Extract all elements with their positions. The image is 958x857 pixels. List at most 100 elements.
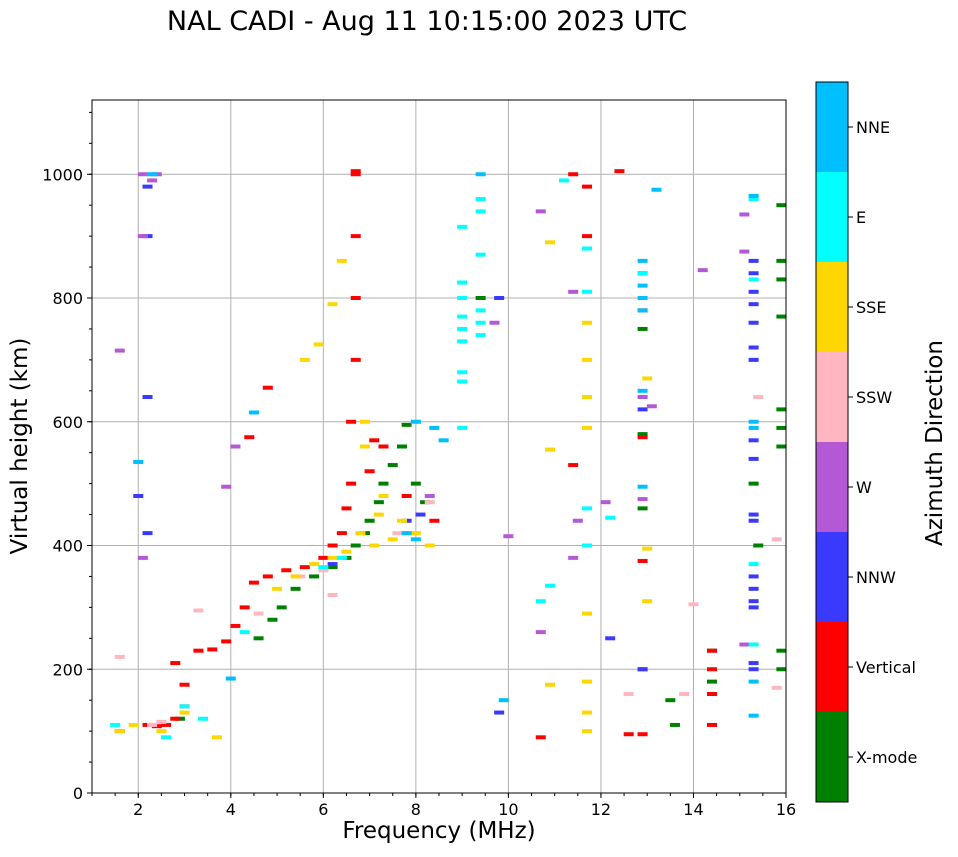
- data-point-w: [535, 630, 546, 635]
- data-point-vertical: [346, 419, 357, 424]
- data-point-e: [475, 252, 486, 257]
- data-point-x-mode: [378, 481, 389, 486]
- plot-area: [92, 100, 786, 793]
- data-point-ssw: [688, 602, 699, 607]
- data-point-ssw: [318, 568, 329, 573]
- data-point-e: [582, 289, 593, 294]
- data-point-sse: [327, 555, 338, 560]
- data-point-vertical: [568, 463, 579, 468]
- data-point-sse: [582, 679, 593, 684]
- data-point-ssw: [679, 692, 690, 696]
- data-point-x-mode: [776, 314, 787, 319]
- data-point-e: [457, 370, 468, 375]
- colorbar-tick-label: SSE: [856, 298, 886, 317]
- data-point-vertical: [350, 169, 361, 174]
- data-point-vertical: [350, 234, 361, 239]
- y-tick-label: 200: [52, 660, 83, 679]
- data-point-x-mode: [364, 518, 375, 523]
- data-point-nnw: [748, 289, 759, 294]
- data-point-ssw: [327, 593, 338, 597]
- data-point-ssw: [114, 654, 125, 659]
- data-point-x-mode: [396, 444, 407, 449]
- x-tick-label: 2: [133, 800, 143, 819]
- data-point-e: [161, 735, 172, 740]
- data-point-x-mode: [776, 258, 787, 263]
- data-point-sse: [642, 546, 653, 551]
- data-point-nnw: [142, 184, 153, 189]
- data-point-e: [457, 425, 468, 430]
- y-tick-label: 800: [52, 289, 83, 308]
- data-point-w: [739, 249, 750, 254]
- data-point-vertical: [706, 648, 717, 653]
- data-point-w: [221, 484, 232, 489]
- data-point-vertical: [221, 639, 232, 644]
- data-point-vertical: [327, 543, 338, 548]
- data-point-sse: [179, 710, 190, 715]
- data-point-sse: [582, 425, 593, 430]
- colorbar-tick-label: SSW: [856, 388, 892, 407]
- y-tick-label: 400: [52, 537, 83, 556]
- data-point-e: [239, 630, 250, 635]
- data-point-w: [637, 497, 648, 502]
- data-point-nne: [748, 425, 759, 430]
- data-point-vertical: [262, 574, 273, 579]
- data-point-ssw: [193, 608, 204, 613]
- data-point-nnw: [637, 407, 648, 412]
- data-point-vertical: [614, 169, 625, 174]
- data-point-ssw: [753, 395, 764, 399]
- data-point-vertical: [535, 735, 546, 740]
- data-point-e: [748, 277, 759, 282]
- data-point-sse: [582, 611, 593, 616]
- data-point-w: [568, 289, 579, 294]
- data-point-nne: [637, 283, 648, 288]
- data-point-vertical: [244, 435, 255, 440]
- x-tick-label: 14: [683, 800, 703, 819]
- data-point-sse: [582, 729, 593, 734]
- colorbar-segment: [816, 532, 848, 622]
- data-point-x-mode: [665, 698, 676, 703]
- data-point-x-mode: [776, 277, 787, 282]
- data-point-nne: [248, 410, 259, 415]
- data-point-vertical: [429, 518, 440, 523]
- data-point-w: [572, 518, 583, 523]
- data-point-vertical: [248, 580, 259, 585]
- data-point-e: [582, 506, 593, 511]
- data-point-nnw: [142, 531, 153, 536]
- data-point-nne: [429, 425, 440, 430]
- data-point-ssw: [623, 692, 634, 696]
- x-axis-label: Frequency (MHz): [342, 818, 536, 844]
- data-point-nne: [410, 419, 421, 424]
- colorbar-label: Azimuth Direction: [922, 340, 948, 546]
- data-point-vertical: [350, 296, 361, 300]
- data-point-nnw: [327, 562, 338, 567]
- data-point-w: [489, 320, 500, 325]
- data-point-nnw: [748, 661, 759, 666]
- data-point-sse: [373, 512, 384, 517]
- data-point-ssw: [424, 500, 435, 505]
- colorbar-segment: [816, 82, 848, 172]
- data-point-x-mode: [776, 425, 787, 430]
- data-point-sse: [211, 735, 222, 740]
- data-point-w: [424, 494, 435, 498]
- data-point-vertical: [299, 565, 310, 570]
- data-point-sse: [582, 395, 593, 399]
- data-point-x-mode: [776, 667, 787, 672]
- data-point-vertical: [262, 385, 273, 390]
- data-point-x-mode: [637, 432, 648, 437]
- data-point-vertical: [170, 661, 181, 666]
- data-point-e: [582, 246, 593, 251]
- data-point-sse: [128, 722, 139, 727]
- data-point-e: [457, 224, 468, 229]
- data-point-w: [739, 212, 750, 217]
- colorbar-segment: [816, 262, 848, 352]
- data-point-e: [582, 543, 593, 548]
- data-point-e: [336, 555, 347, 560]
- data-point-sse: [327, 302, 338, 307]
- colorbar-segment: [816, 352, 848, 442]
- data-point-vertical: [568, 172, 579, 177]
- data-point-x-mode: [776, 648, 787, 653]
- data-point-e: [748, 197, 759, 201]
- colorbar-tick-label: NNE: [856, 118, 890, 137]
- data-point-sse: [309, 562, 320, 567]
- data-point-e: [605, 515, 616, 520]
